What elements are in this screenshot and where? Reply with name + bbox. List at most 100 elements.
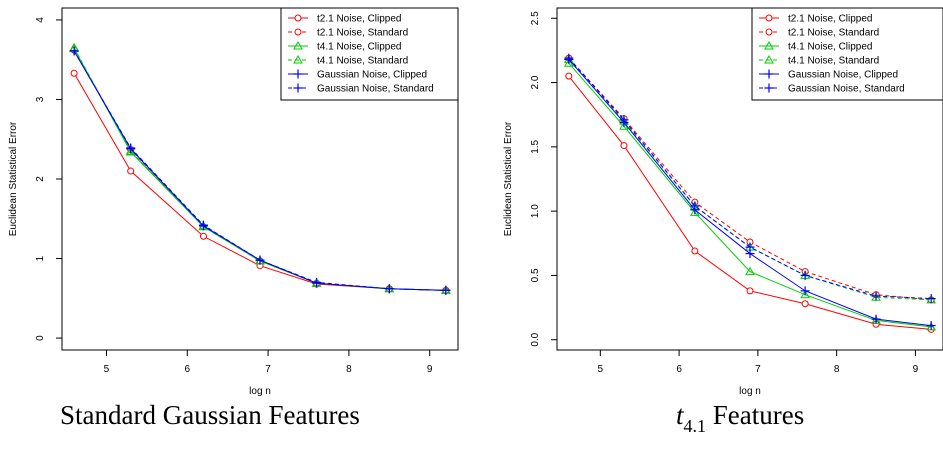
x-axis-label: log n: [739, 386, 761, 397]
legend-marker: [764, 69, 774, 79]
data-point: [199, 232, 207, 240]
data-point: [745, 242, 755, 252]
caption-left: Standard Gaussian Features: [60, 400, 360, 431]
series-6: [564, 53, 936, 304]
data-point: [441, 285, 451, 295]
y-tick-label: 3: [35, 96, 46, 102]
x-tick-label: 8: [834, 364, 840, 375]
legend-label: Gaussian Noise, Clipped: [788, 70, 898, 81]
y-tick-label: 2.5: [530, 11, 541, 25]
data-point: [70, 69, 78, 77]
data-point: [800, 289, 811, 299]
data-point: [126, 143, 136, 153]
legend-item-2: t2.1 Noise, Standard: [759, 28, 879, 39]
data-point: [800, 286, 810, 296]
x-tick-label: 5: [104, 364, 110, 375]
data-point: [619, 115, 629, 125]
y-tick-label: 2: [35, 176, 46, 182]
x-tick-label: 7: [755, 364, 761, 375]
legend-item-6: Gaussian Noise, Standard: [759, 83, 905, 95]
data-point: [384, 284, 394, 294]
data-point: [619, 121, 629, 130]
legend-item-1: t2.1 Noise, Clipped: [288, 14, 402, 25]
caption-right: t4.1 Features: [676, 400, 805, 436]
legend-box: [751, 7, 943, 101]
chart-panel-2: 5 6 7 8 9 0.0 0.5 1.0 1.5 2.0 2.5 log n Euclidean St…: [503, 7, 943, 397]
data-point: [926, 294, 936, 304]
caption-right-sub: 4.1: [683, 416, 707, 436]
data-point: [127, 167, 135, 175]
data-point: [871, 291, 881, 301]
data-point: [198, 220, 208, 230]
legend: t2.1 Noise, Clipped t2.1 Noise, Standard t…: [751, 7, 943, 101]
legend-marker: [294, 28, 302, 36]
x-tick-label: 7: [265, 364, 271, 375]
legend-marker: [764, 54, 774, 64]
caption-left-text: Standard Gaussian Features: [60, 400, 360, 430]
data-point: [69, 46, 79, 56]
data-point: [565, 72, 573, 80]
y-axis-label: Euclidean Statistical Error: [503, 121, 514, 236]
caption-right-suffix: Features: [706, 400, 805, 430]
data-point: [871, 314, 881, 324]
chart-panel-1: 5 6 7 8 9 0 1 2 3 4 log n Euclidean Statistical Err…: [8, 7, 459, 397]
legend-item-4: t4.1 Noise, Standard: [288, 54, 408, 67]
data-point: [564, 53, 574, 63]
legend-items: t2.1 Noise, Clipped t2.1 Noise, Standard t…: [288, 14, 434, 95]
legend-label: t4.1 Noise, Clipped: [788, 42, 873, 53]
y-tick-label: 0.5: [530, 268, 541, 282]
legend-item-6: Gaussian Noise, Standard: [288, 83, 434, 95]
legend-item-2: t2.1 Noise, Standard: [288, 28, 408, 39]
legend-marker: [293, 83, 303, 93]
y-tick-label: 0.0: [530, 332, 541, 346]
legend-label: t2.1 Noise, Standard: [317, 28, 408, 39]
legend: t2.1 Noise, Clipped t2.1 Noise, Standard t…: [280, 7, 459, 101]
y-axis-label: Euclidean Statistical Error: [8, 121, 19, 236]
legend-label: t4.1 Noise, Standard: [788, 56, 879, 67]
x-tick-label: 8: [346, 364, 352, 375]
x-tick-label: 6: [184, 364, 190, 375]
y-tick-label: 0: [35, 335, 46, 341]
legend-label: Gaussian Noise, Clipped: [317, 70, 427, 81]
x-tick-label: 6: [676, 364, 682, 375]
data-point: [691, 247, 699, 255]
legend-marker: [765, 14, 773, 22]
legend-label: t2.1 Noise, Clipped: [317, 14, 402, 25]
legend-label: t4.1 Noise, Standard: [317, 56, 408, 67]
legend-item-5: Gaussian Noise, Clipped: [288, 69, 427, 81]
series-1: [565, 72, 935, 333]
legend-marker: [293, 69, 303, 79]
legend-item-3: t4.1 Noise, Clipped: [288, 40, 402, 53]
data-point: [745, 266, 755, 276]
data-point: [620, 142, 628, 150]
y-tick-label: 2.0: [530, 75, 541, 89]
data-point: [312, 277, 322, 287]
y-tick-label: 4: [35, 17, 46, 23]
legend-items: t2.1 Noise, Clipped t2.1 Noise, Standard t…: [759, 14, 905, 95]
legend-label: t4.1 Noise, Clipped: [317, 42, 402, 53]
y-tick-label: 1.0: [530, 204, 541, 218]
plot-frame: [556, 7, 943, 351]
data-point: [255, 255, 265, 265]
legend-box: [280, 7, 459, 101]
legend-marker: [293, 54, 303, 64]
series-line: [568, 62, 932, 328]
x-tick-label: 9: [427, 364, 433, 375]
data-point: [690, 201, 700, 211]
x-tick-label: 9: [913, 364, 919, 375]
legend-item-1: t2.1 Noise, Clipped: [759, 14, 873, 25]
legend-marker: [764, 83, 774, 93]
caption-right-main: t: [676, 400, 684, 430]
legend-marker: [293, 40, 303, 50]
legend-label: Gaussian Noise, Standard: [788, 84, 905, 95]
legend-item-5: Gaussian Noise, Clipped: [759, 69, 898, 81]
legend-item-4: t4.1 Noise, Standard: [759, 54, 879, 67]
legend-label: t2.1 Noise, Standard: [788, 28, 879, 39]
data-point: [746, 287, 754, 295]
x-axis-label: log n: [249, 386, 271, 397]
series-6: [69, 46, 451, 295]
legend-marker: [765, 28, 773, 36]
legend-item-3: t4.1 Noise, Clipped: [759, 40, 873, 53]
y-tick-label: 1.5: [530, 139, 541, 153]
